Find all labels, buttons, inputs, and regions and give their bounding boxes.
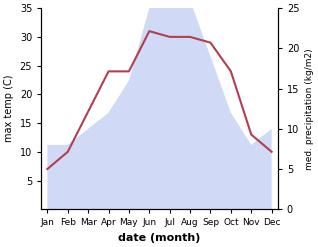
Y-axis label: max temp (C): max temp (C) <box>4 75 14 143</box>
Y-axis label: med. precipitation (kg/m2): med. precipitation (kg/m2) <box>305 48 314 169</box>
X-axis label: date (month): date (month) <box>118 233 201 243</box>
